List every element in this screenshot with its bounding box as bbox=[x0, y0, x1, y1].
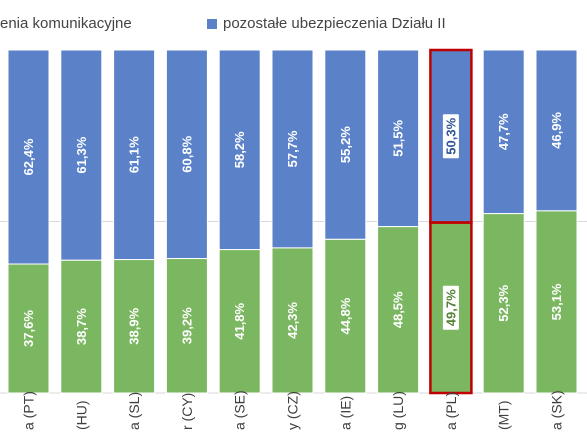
category-label-9: (MT) bbox=[496, 400, 512, 430]
bar-blue-0 bbox=[7, 49, 50, 265]
value-label-green-0: 37,6% bbox=[21, 310, 36, 347]
value-label-blue-4: 58,2% bbox=[232, 131, 247, 168]
value-label-green-3: 39,2% bbox=[179, 307, 194, 344]
bar-blue-5 bbox=[271, 49, 314, 249]
category-label-2: a (SL) bbox=[126, 392, 142, 430]
category-label-8: a (PL) bbox=[443, 392, 459, 430]
bar-blue-7 bbox=[377, 49, 420, 228]
value-label-blue-0: 62,4% bbox=[21, 138, 36, 175]
legend-label-blue: pozostałe ubezpieczenia Działu II bbox=[223, 15, 446, 32]
category-label-0: a (PT) bbox=[21, 391, 37, 430]
value-label-blue-2: 61,1% bbox=[127, 136, 142, 173]
value-label-blue-7: 51,5% bbox=[391, 119, 406, 156]
category-label-6: a (IE) bbox=[337, 396, 353, 430]
bar-green-5 bbox=[271, 247, 314, 394]
value-label-green-7: 48,5% bbox=[391, 291, 406, 328]
legend-swatch-blue bbox=[207, 19, 217, 29]
label-bg-green-8 bbox=[442, 285, 459, 330]
value-label-green-2: 38,9% bbox=[127, 307, 142, 344]
bar-blue-3 bbox=[165, 49, 208, 260]
value-label-blue-8: 50,3% bbox=[443, 117, 458, 154]
category-label-5: y (CZ) bbox=[285, 391, 301, 430]
value-label-blue-3: 60,8% bbox=[179, 135, 194, 172]
bar-blue-2 bbox=[113, 49, 156, 261]
bar-green-6 bbox=[324, 238, 367, 394]
value-label-green-6: 44,8% bbox=[338, 297, 353, 334]
legend: enia komunikacyjne pozostałe ubezpieczen… bbox=[0, 14, 587, 38]
legend-label-green: enia komunikacyjne bbox=[0, 15, 132, 32]
bar-green-3 bbox=[165, 258, 208, 394]
value-label-green-9: 52,3% bbox=[496, 284, 511, 321]
bar-green-2 bbox=[113, 259, 156, 394]
bar-blue-6 bbox=[324, 49, 367, 240]
bar-green-7 bbox=[377, 226, 420, 394]
bar-green-9 bbox=[482, 213, 525, 394]
bar-blue-10 bbox=[535, 49, 578, 212]
value-label-blue-6: 55,2% bbox=[338, 126, 353, 163]
value-label-blue-9: 47,7% bbox=[496, 113, 511, 150]
value-label-green-8: 49,7% bbox=[443, 289, 458, 326]
category-label-4: a (SE) bbox=[232, 390, 248, 430]
value-label-green-10: 53,1% bbox=[549, 283, 564, 320]
value-label-blue-1: 61,3% bbox=[74, 136, 89, 173]
category-label-1: (HU) bbox=[73, 400, 89, 430]
bar-green-4 bbox=[218, 249, 261, 394]
value-label-green-4: 41,8% bbox=[232, 302, 247, 339]
bar-blue-4 bbox=[218, 49, 261, 251]
bar-blue-1 bbox=[60, 49, 103, 261]
value-label-green-1: 38,7% bbox=[74, 308, 89, 345]
bar-blue-9 bbox=[482, 49, 525, 215]
value-label-blue-5: 57,7% bbox=[285, 130, 300, 167]
highlight-frame-green bbox=[429, 221, 473, 395]
category-label-10: a (SK) bbox=[549, 390, 565, 430]
category-label-7: g (LU) bbox=[390, 391, 406, 430]
value-label-blue-10: 46,9% bbox=[549, 112, 564, 149]
label-bg-blue-8 bbox=[442, 114, 459, 159]
bar-green-1 bbox=[60, 259, 103, 394]
category-label-3: r (CY) bbox=[179, 393, 195, 430]
bar-green-0 bbox=[7, 263, 50, 394]
value-label-green-5: 42,3% bbox=[285, 302, 300, 339]
bar-green-10 bbox=[535, 210, 578, 394]
